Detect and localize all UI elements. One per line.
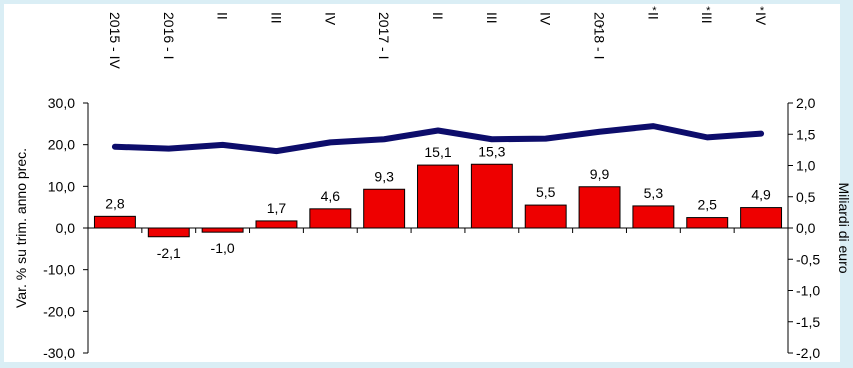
bar xyxy=(470,163,513,229)
bar xyxy=(524,204,567,229)
bar-data-label: 4,9 xyxy=(751,187,771,203)
x-tick-label: II xyxy=(215,12,231,20)
y2-tick-label: 1,0 xyxy=(796,158,816,174)
bar xyxy=(363,188,406,229)
bar-data-label: 5,3 xyxy=(644,185,664,201)
bar-data-label: 9,9 xyxy=(590,166,610,182)
bar-data-label: 5,5 xyxy=(536,184,556,200)
y2-tick-label: 1,5 xyxy=(796,126,816,142)
x-tick-label: 2016 - I xyxy=(161,12,177,59)
y-tick-label: -20,0 xyxy=(43,303,75,319)
y-tick-label: 30,0 xyxy=(48,95,75,111)
bar xyxy=(578,186,621,229)
bar-data-label: 9,3 xyxy=(374,168,394,184)
bar xyxy=(740,207,783,229)
x-tick-label: 2018 - I xyxy=(592,12,608,59)
provisional-marker: * xyxy=(598,23,603,35)
x-tick-label: II xyxy=(430,12,446,20)
bar-data-label: 15,1 xyxy=(424,144,451,160)
axes-layer xyxy=(83,102,793,354)
x-tick-label: III xyxy=(699,12,715,24)
y2-tick-label: 0,5 xyxy=(796,189,816,205)
x-tick-label: II xyxy=(645,12,661,20)
bar xyxy=(686,217,729,229)
bars-layer xyxy=(93,163,783,238)
y-tick-label: 20,0 xyxy=(48,137,75,153)
line-series xyxy=(111,123,765,155)
x-tick-label: IV xyxy=(753,12,769,26)
y-tick-label: -10,0 xyxy=(43,262,75,278)
bar-data-label: -2,1 xyxy=(157,245,181,261)
bar-data-label: 1,7 xyxy=(267,200,287,216)
bar-data-label: 2,8 xyxy=(105,195,125,211)
x-tick-label: IV xyxy=(322,12,338,26)
x-tick-label: 2015 - IV xyxy=(107,12,123,69)
bar-data-label: 15,3 xyxy=(478,143,505,159)
y-tick-label: 0,0 xyxy=(56,220,76,236)
y-tick-label: -30,0 xyxy=(43,345,75,361)
provisional-marker: * xyxy=(652,5,657,17)
bar xyxy=(309,208,352,229)
x-tick-label: III xyxy=(484,12,500,24)
bar xyxy=(417,164,459,229)
y2-tick-label: -1,0 xyxy=(796,283,820,299)
bar xyxy=(632,205,675,229)
y-tick-label: 10,0 xyxy=(48,178,75,194)
y2-tick-label: 2,0 xyxy=(796,95,816,111)
bar xyxy=(255,220,298,229)
y-axis-title: Var. % su trim. anno prec. xyxy=(13,148,29,308)
provisional-marker: * xyxy=(760,5,765,17)
x-tick-label: III xyxy=(268,12,284,24)
y2-tick-label: -2,0 xyxy=(796,345,820,361)
y2-tick-label: -0,5 xyxy=(796,251,820,267)
bar-data-label: -1,0 xyxy=(211,240,235,256)
bar xyxy=(201,227,244,233)
x-tick-label: IV xyxy=(538,12,554,26)
labels-layer: 2,8 -2,1 -1,0 1,7 4,6 9,3 15,1 15,3 5,5 9,9 5,3 2,5… xyxy=(43,5,820,361)
bar-data-label: 2,5 xyxy=(697,197,717,213)
y2-tick-label: -1,5 xyxy=(796,314,820,330)
bar-data-label: 4,6 xyxy=(321,188,341,204)
provisional-marker: * xyxy=(706,5,711,17)
y2-axis-title: Miliardi di euro xyxy=(836,182,852,273)
bar xyxy=(147,227,190,238)
bar xyxy=(93,215,136,229)
line-layer xyxy=(111,123,765,155)
y2-tick-label: 0,0 xyxy=(796,220,816,236)
x-tick-label: 2017 - I xyxy=(376,12,392,59)
